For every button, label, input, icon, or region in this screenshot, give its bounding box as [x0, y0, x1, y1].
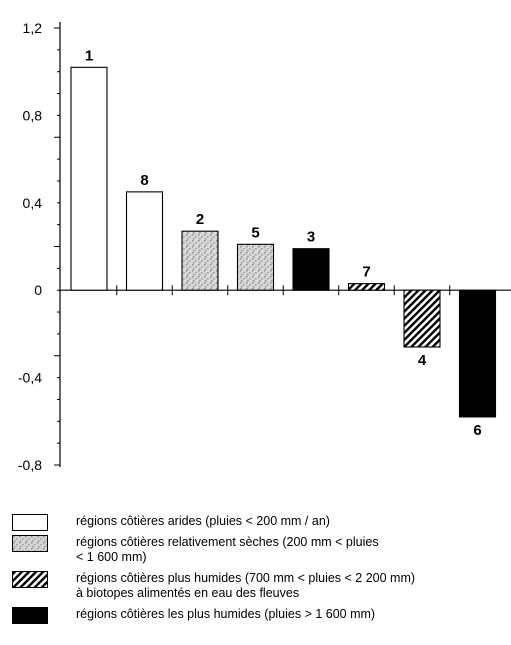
legend-swatch-wet: [12, 571, 48, 588]
bar-label-6: 6: [473, 422, 481, 439]
bar-5: [236, 243, 275, 291]
bar-6: [458, 289, 497, 418]
bar-3: [292, 248, 330, 291]
legend-swatch-wettest: [12, 607, 48, 624]
y-tick-label: -0,4: [18, 370, 42, 386]
y-tick-label: -0,8: [18, 457, 42, 473]
legend-swatch-arid: [12, 514, 48, 531]
legend-label: régions côtières plus humides (700 mm < …: [76, 571, 416, 600]
bar-8: [125, 191, 164, 291]
bar-4: [403, 289, 441, 348]
legend-label: régions côtières arides (pluies < 200 mm…: [76, 514, 330, 528]
bar-chart: -0,8 -0,4 0 0,4 0,8 1,2 1 8 2 5 3 7 4 6: [18, 20, 511, 473]
bar-7: [347, 283, 386, 291]
legend-swatch-dry: [12, 535, 48, 552]
bar-label-1: 1: [85, 47, 93, 64]
bar-label-4: 4: [418, 352, 427, 369]
bar-label-2: 2: [196, 211, 204, 228]
legend-item-wettest: régions côtières les plus humides (pluie…: [12, 607, 507, 624]
legend-item-wet: régions côtières plus humides (700 mm < …: [12, 571, 507, 601]
bar-label-3: 3: [307, 229, 315, 246]
bar-label-8: 8: [140, 172, 148, 189]
y-tick-label: 0: [34, 282, 42, 298]
chart-legend: régions côtières arides (pluies < 200 mm…: [12, 514, 507, 624]
y-tick-label: 0,8: [23, 107, 43, 123]
y-tick-label: 1,2: [23, 20, 43, 36]
bar-2: [181, 230, 219, 291]
legend-label: régions côtières les plus humides (pluie…: [76, 607, 376, 621]
legend-item-arid: régions côtières arides (pluies < 200 mm…: [12, 514, 507, 531]
bar-1: [70, 66, 108, 291]
legend-item-dry: régions côtières relativement sèches (20…: [12, 535, 507, 565]
chart-bars: [70, 66, 497, 418]
bar-label-5: 5: [251, 224, 259, 241]
bar-label-7: 7: [362, 264, 370, 281]
legend-label: régions côtières relativement sèches (20…: [76, 535, 379, 564]
y-tick-label: 0,4: [23, 195, 43, 211]
chart-bar-labels: 1 8 2 5 3 7 4 6: [85, 47, 482, 439]
